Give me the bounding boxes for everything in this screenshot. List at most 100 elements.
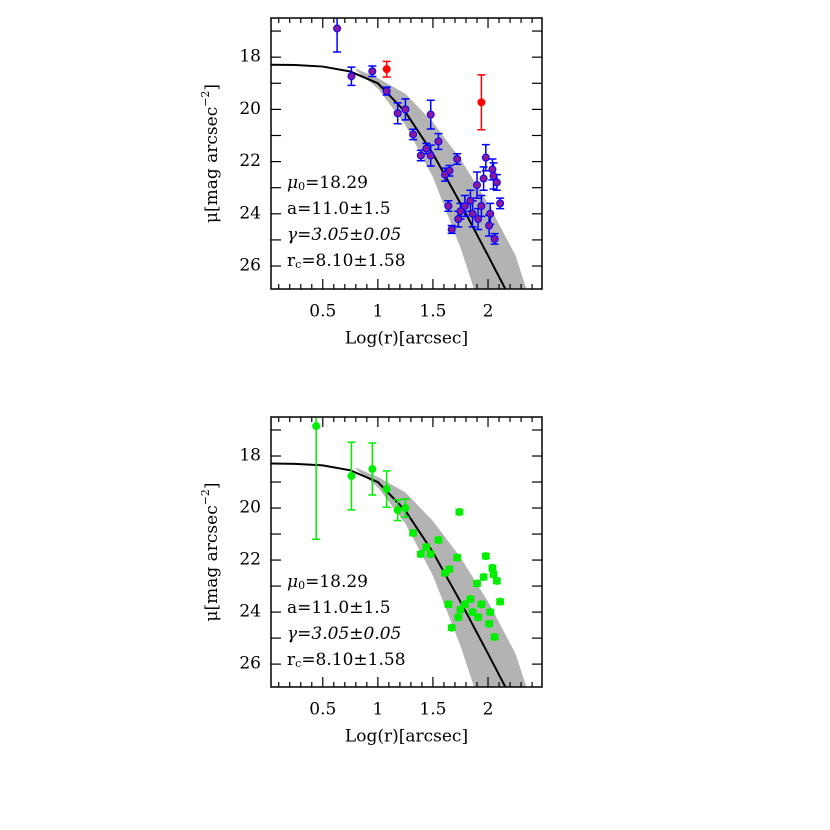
y-tick-label: 20 — [239, 99, 261, 119]
data-point — [453, 553, 462, 562]
annotation-sub: c — [295, 258, 301, 271]
data-point — [473, 181, 482, 190]
data-point — [393, 109, 402, 118]
annotation-main: a=11.0±1.5 — [287, 199, 391, 219]
data-point — [460, 201, 469, 210]
data-point — [434, 536, 443, 545]
annotation: rc=8.10±1.58 — [287, 650, 406, 671]
data-point — [473, 579, 482, 588]
y-tick-label: 18 — [239, 47, 261, 67]
y-axis-label-tail: ] — [202, 482, 222, 489]
data-point — [444, 201, 453, 210]
data-point — [368, 465, 377, 474]
plot-area — [271, 417, 527, 687]
data-point — [489, 570, 498, 579]
data-point — [444, 600, 453, 609]
x-tick-label: 0.5 — [309, 700, 336, 720]
x-tick-label: 0.5 — [309, 302, 336, 322]
data-point — [486, 608, 495, 617]
y-axis-label: μ[mag arcsec−2] — [199, 482, 222, 621]
x-axis-label: Log(r)[arcsec] — [345, 727, 468, 747]
data-point — [416, 550, 425, 559]
data-point — [479, 572, 488, 581]
data-point — [312, 422, 321, 431]
annotation-sub: 0 — [298, 180, 305, 193]
x-axis-label: Log(r)[arcsec] — [345, 329, 468, 349]
data-point — [416, 151, 425, 160]
annotation: a=11.0±1.5 — [287, 598, 391, 618]
y-tick-label: 24 — [239, 602, 261, 622]
data-point — [347, 472, 356, 481]
y-tick-label: 24 — [239, 203, 261, 223]
y-axis-label-sup: −2 — [199, 489, 212, 505]
data-point — [453, 154, 462, 163]
plot-area — [271, 18, 527, 289]
data-point — [468, 608, 477, 617]
annotation: a=11.0±1.5 — [287, 199, 391, 219]
y-axis-label-main: μ[mag arcsec — [202, 505, 222, 621]
data-point — [401, 504, 410, 513]
model-curve — [271, 462, 507, 687]
data-point — [456, 605, 465, 614]
data-point — [422, 144, 431, 153]
x-tick-label: 2 — [483, 302, 494, 322]
data-point — [409, 130, 418, 139]
plot-frame — [270, 17, 543, 290]
data-point — [393, 506, 402, 515]
y-axis-label-tail: ] — [202, 84, 222, 91]
data-point — [426, 151, 435, 160]
y-tick-label: 22 — [239, 151, 261, 171]
data-point — [347, 72, 356, 81]
x-tick-label: 1.5 — [419, 302, 446, 322]
data-point — [481, 153, 490, 162]
annotation-main: r — [287, 650, 296, 670]
y-tick-label: 20 — [239, 498, 261, 518]
data-point — [466, 595, 475, 604]
data-point — [426, 110, 435, 119]
annotation-tail: =18.29 — [305, 173, 368, 193]
data-point — [466, 196, 475, 205]
x-tick-label: 1 — [372, 302, 383, 322]
plot-frame — [270, 416, 543, 688]
data-point — [460, 600, 469, 609]
data-point — [477, 201, 486, 210]
data-point — [368, 67, 377, 76]
annotation: γ=3.05±0.05 — [287, 624, 401, 644]
data-point — [488, 563, 497, 572]
annotation-main: γ=3.05±0.05 — [287, 225, 401, 245]
data-point — [382, 485, 391, 494]
annotation-main: r — [287, 251, 296, 271]
x-tick-label: 2 — [483, 700, 494, 720]
y-tick-label: 22 — [239, 550, 261, 570]
data-point — [382, 87, 391, 96]
data-point — [445, 565, 454, 574]
annotation: rc=8.10±1.58 — [287, 251, 406, 272]
annotation-main: μ — [287, 173, 298, 193]
y-tick-label: 26 — [239, 256, 261, 276]
annotation: μ0=18.29 — [287, 572, 368, 593]
y-axis-label: μ[mag arcsec−2] — [199, 84, 222, 223]
annotation-tail: =8.10±1.58 — [301, 650, 405, 670]
annotation-sub: c — [295, 657, 301, 670]
annotation-tail: =18.29 — [305, 572, 368, 592]
data-point — [485, 221, 494, 230]
data-point — [490, 234, 499, 243]
annotation: γ=3.05±0.05 — [287, 225, 401, 245]
annotation: μ0=18.29 — [287, 173, 368, 194]
data-point — [481, 552, 490, 561]
data-point — [454, 613, 463, 622]
data-point — [447, 623, 456, 632]
annotation-sub: 0 — [298, 579, 305, 592]
data-point — [492, 576, 501, 585]
x-tick-label: 1.5 — [419, 700, 446, 720]
data-point — [445, 166, 454, 175]
data-point — [492, 178, 501, 187]
data-point — [496, 597, 505, 606]
annotation-main: γ=3.05±0.05 — [287, 624, 401, 644]
data-point — [489, 171, 498, 180]
y-tick-label: 18 — [239, 446, 261, 466]
data-point — [490, 633, 499, 642]
data-point — [496, 199, 505, 208]
annotation-main: a=11.0±1.5 — [287, 598, 391, 618]
annotation-main: μ — [287, 572, 298, 592]
